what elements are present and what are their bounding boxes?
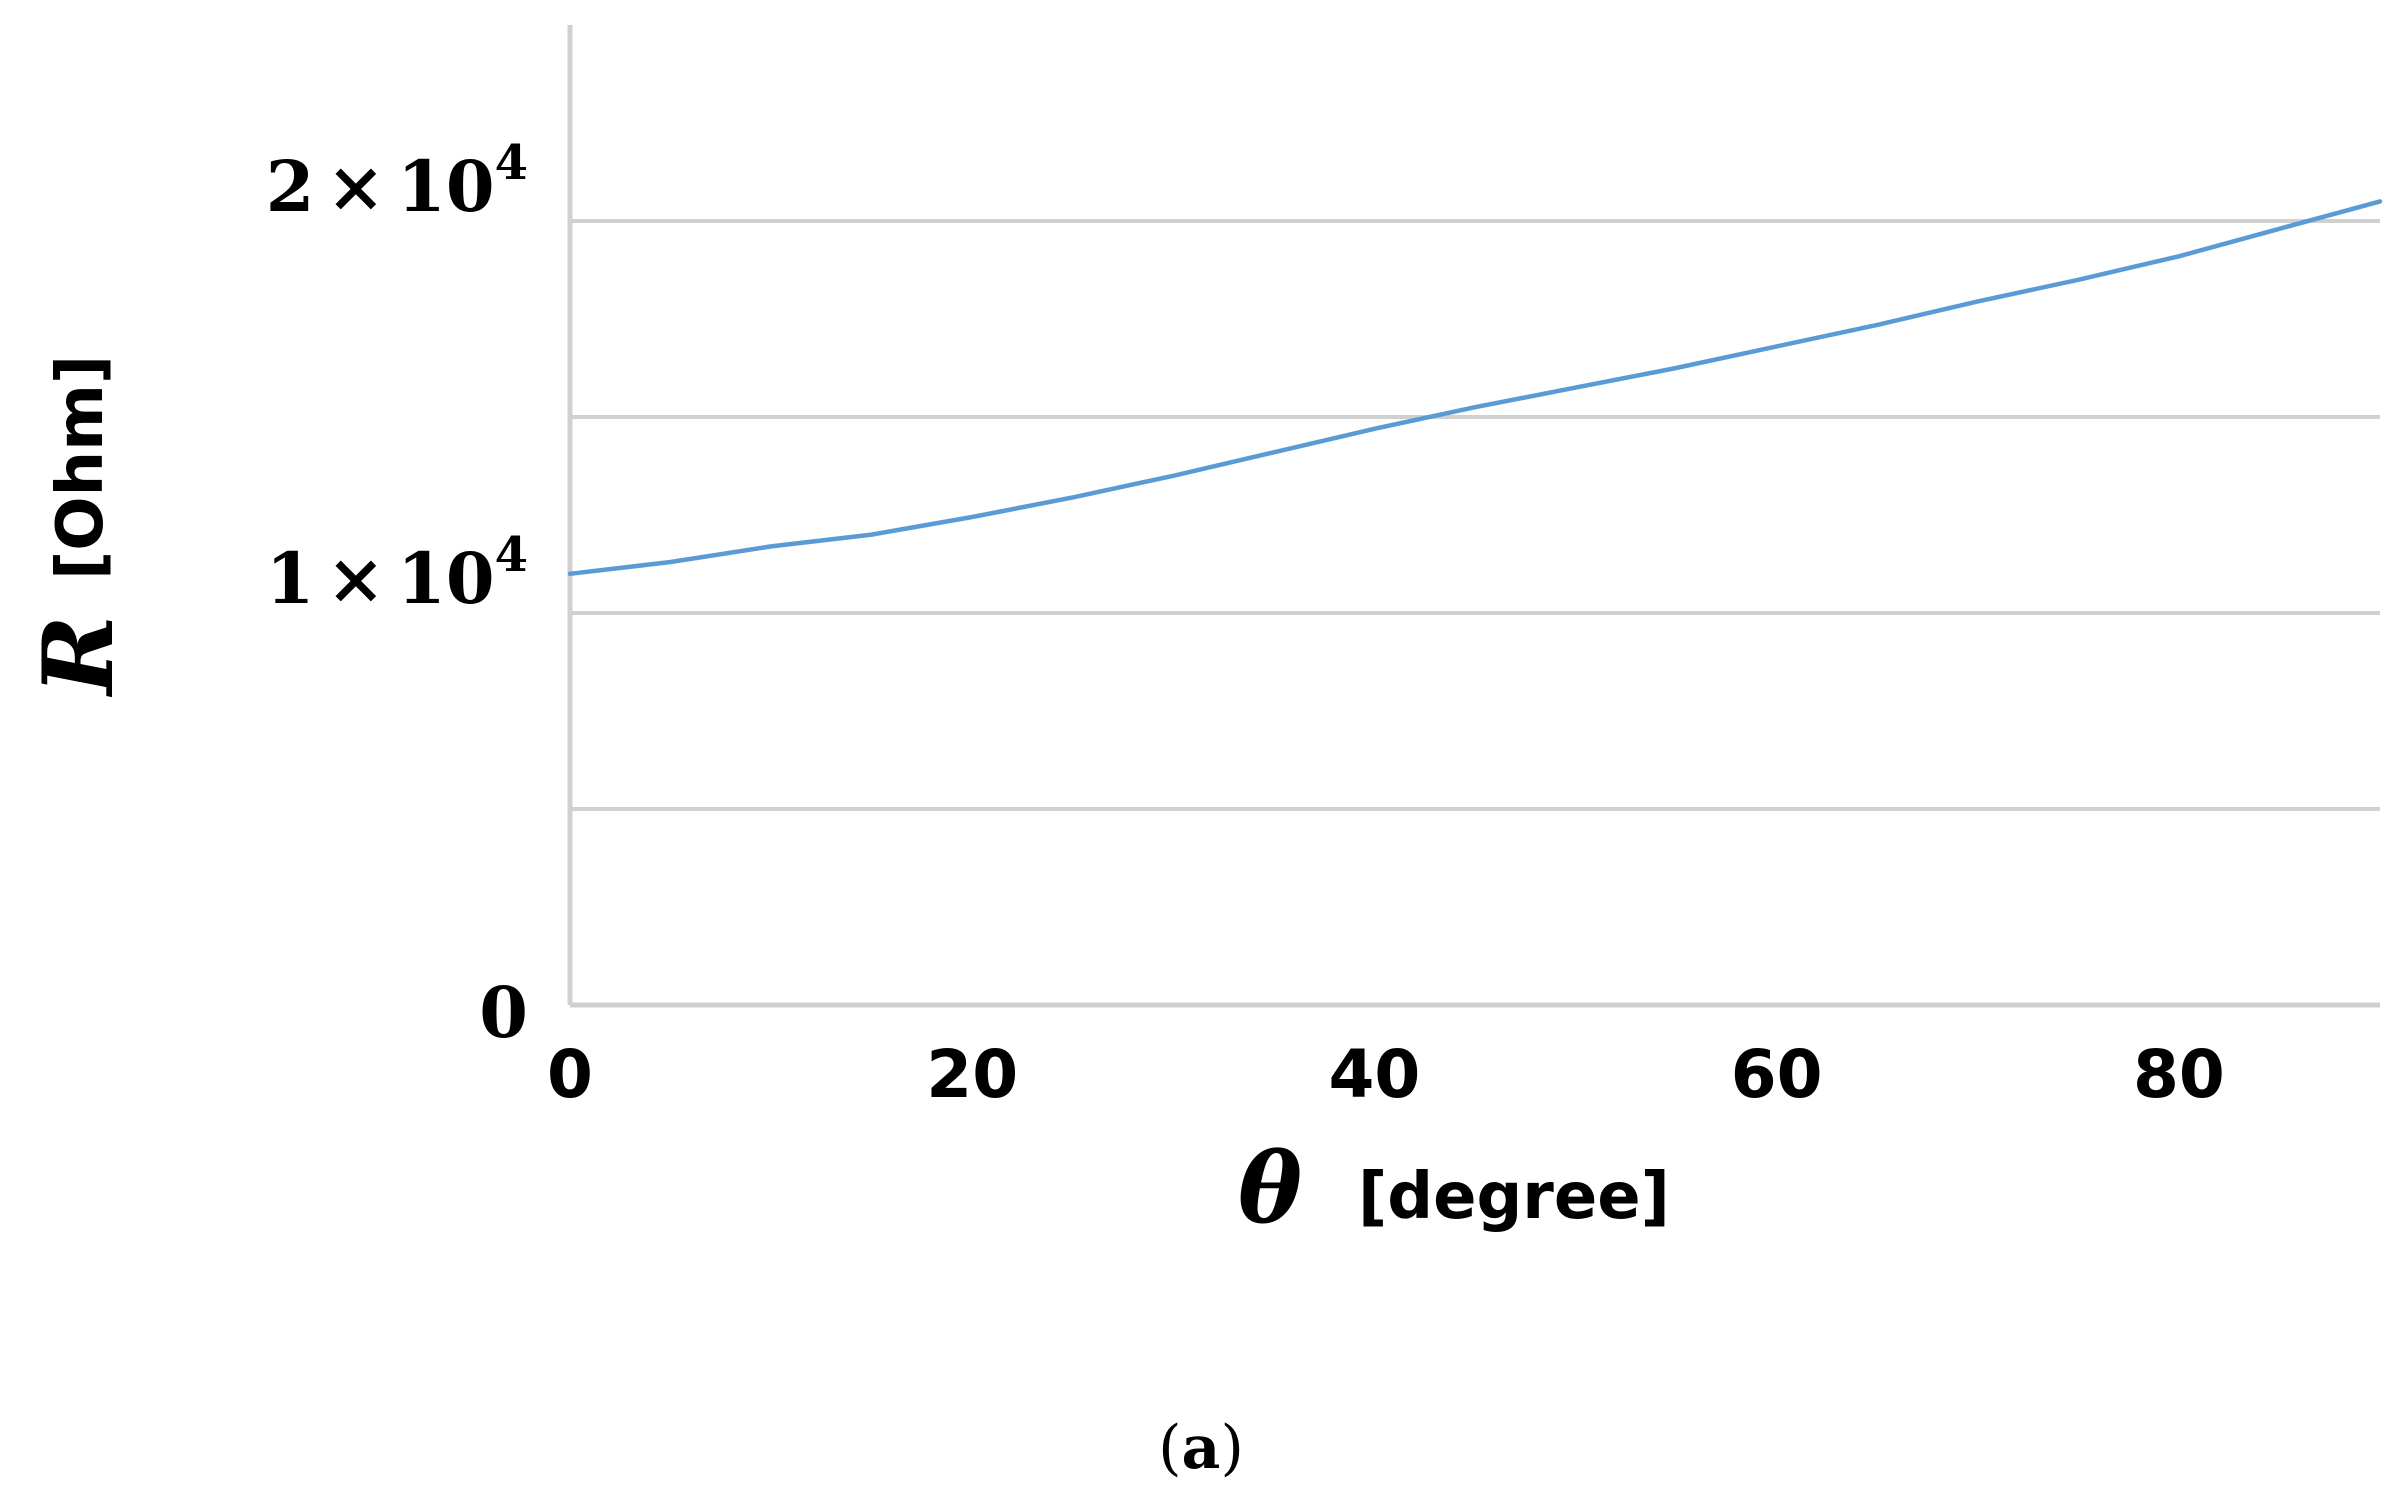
caption-close-paren: ) (1220, 1413, 1243, 1483)
figure-caption: (a) (1158, 1413, 1244, 1483)
y-tick-label: 2 × 104 (266, 135, 528, 228)
y-tick-mantissa: 1 (266, 537, 315, 620)
y-tick-mantissa: 2 (266, 145, 315, 228)
caption-letter: a (1182, 1413, 1221, 1483)
x-tick-label: 80 (2133, 1036, 2225, 1113)
series-line (567, 199, 2383, 577)
y-axis-title: R [Ohm] (22, 355, 135, 698)
series-group (567, 199, 2383, 577)
x-tick-label: 20 (926, 1036, 1018, 1113)
y-tick-times: × (327, 537, 386, 620)
y-axis-symbol: R (22, 615, 135, 698)
x-axis-symbol: θ (1238, 1132, 1302, 1245)
caption-open-paren: ( (1158, 1413, 1181, 1483)
x-axis-unit: [degree] (1358, 1160, 1670, 1234)
y-tick-base: 10 (397, 537, 494, 620)
x-tick-label: 0 (547, 1036, 593, 1113)
y-tick-mantissa: 0 (479, 971, 528, 1054)
y-tick-exponent: 4 (495, 135, 528, 191)
y-axis-unit: [Ohm] (44, 355, 118, 580)
y-tick-label: 0 (479, 971, 528, 1054)
y-tick-times: × (327, 145, 386, 228)
gridlines (570, 219, 2380, 811)
x-tick-labels: 0 20 40 60 80 (547, 1036, 2225, 1113)
y-tick-exponent: 4 (495, 527, 528, 583)
x-tick-label: 60 (1731, 1036, 1823, 1113)
y-tick-label: 1 × 104 (266, 527, 528, 620)
x-tick-label: 40 (1329, 1036, 1421, 1113)
y-tick-base: 10 (397, 145, 494, 228)
